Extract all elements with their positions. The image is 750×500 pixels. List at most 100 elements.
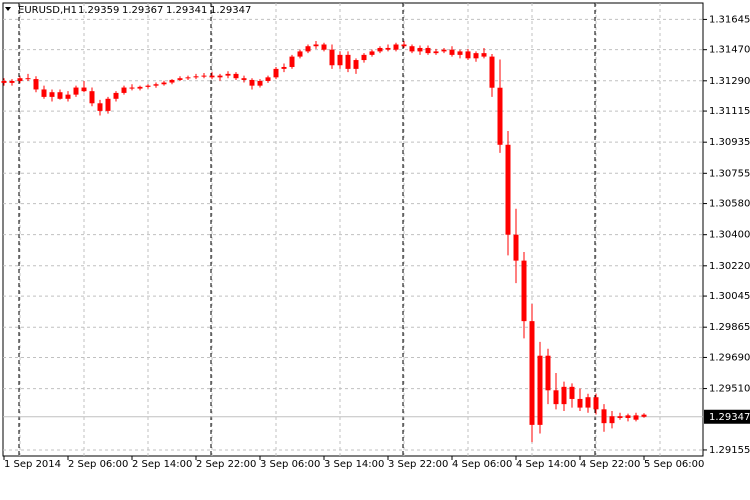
candle-body <box>345 54 351 69</box>
candle-body <box>529 321 535 425</box>
candle-body <box>609 416 615 424</box>
candle-body <box>457 51 463 55</box>
x-tick-label: 2 Sep 06:00 <box>68 459 128 470</box>
candle-body <box>201 75 207 77</box>
menu-triangle[interactable] <box>5 7 11 11</box>
y-tick-label: 1.30935 <box>709 137 750 148</box>
candle-body <box>553 390 559 405</box>
candle-body <box>585 397 591 408</box>
candle-body <box>633 415 639 420</box>
y-tick-label: 1.31115 <box>709 106 750 117</box>
candle-body <box>601 409 607 424</box>
candle-body <box>185 77 191 79</box>
candle-body <box>1 80 7 83</box>
candle-body <box>617 416 623 418</box>
y-tick-label: 1.30045 <box>709 291 750 302</box>
candle-body <box>57 92 63 99</box>
candle-body <box>281 66 287 69</box>
x-tick-label: 5 Sep 06:00 <box>644 459 704 470</box>
candle-body <box>105 98 111 111</box>
candle-body <box>257 80 263 86</box>
candle-body <box>129 87 135 89</box>
candle-body <box>425 47 431 54</box>
x-tick-label: 3 Sep 06:00 <box>260 459 320 470</box>
candle-body <box>233 73 239 79</box>
candle-body <box>401 44 407 47</box>
price-tag <box>704 409 750 424</box>
candle-body <box>193 76 199 78</box>
candle-body <box>641 414 647 417</box>
candle-body <box>121 87 127 93</box>
y-tick-label: 1.30755 <box>709 168 750 179</box>
candle-body <box>473 53 479 59</box>
header-value: 1.29359 <box>78 5 119 16</box>
candle-body <box>249 79 255 86</box>
candle-body <box>161 82 167 85</box>
candle-body <box>433 51 439 54</box>
candle-body <box>9 80 15 83</box>
candle-body <box>89 91 95 104</box>
y-tick-label: 1.31290 <box>709 76 750 87</box>
candle-body <box>385 47 391 50</box>
candle-body <box>593 397 599 410</box>
candle-body <box>353 60 359 69</box>
candle-body <box>537 355 543 425</box>
candle-body <box>305 46 311 52</box>
candle-body <box>377 47 383 52</box>
candle-body <box>513 234 519 261</box>
candle-body <box>321 44 327 50</box>
candle-body <box>241 78 247 80</box>
x-tick-label: 3 Sep 14:00 <box>324 459 384 470</box>
candle-body <box>441 49 447 52</box>
x-tick-label: 4 Sep 06:00 <box>452 459 512 470</box>
candle-body <box>481 53 487 57</box>
plot-frame <box>2 2 704 457</box>
candle-body <box>49 92 55 97</box>
candle-body <box>217 75 223 78</box>
y-tick-label: 1.30220 <box>709 261 750 272</box>
candle-body <box>73 87 79 95</box>
price-tag-label: 1.29347 <box>709 412 750 423</box>
candle-body <box>625 415 631 418</box>
candle-body <box>81 87 87 92</box>
candle-body <box>521 260 527 322</box>
y-tick-label: 1.29865 <box>709 322 750 333</box>
chart-title: EURUSD,H1 <box>18 5 77 16</box>
candle-body <box>33 79 39 90</box>
x-tick-label: 2 Sep 22:00 <box>196 459 256 470</box>
candle-body <box>297 51 303 57</box>
candle-body <box>417 47 423 52</box>
candle-body <box>177 78 183 80</box>
y-tick-label: 1.29510 <box>709 384 750 395</box>
candle-body <box>41 89 47 97</box>
candle-body <box>65 94 71 99</box>
y-tick-label: 1.30400 <box>709 230 750 241</box>
header-value: 1.29367 <box>122 5 163 16</box>
candle-body <box>153 84 159 86</box>
x-tick-label: 1 Sep 2014 <box>4 459 61 470</box>
candle-body <box>393 44 399 50</box>
candle-body <box>577 398 583 408</box>
y-tick-label: 1.29155 <box>709 445 750 456</box>
candle-body <box>497 87 503 145</box>
candle-body <box>113 92 119 99</box>
candle-body <box>97 103 103 111</box>
candle-body <box>449 49 455 55</box>
candle-body <box>489 56 495 88</box>
candle-body <box>25 78 31 80</box>
candle-body <box>17 78 23 81</box>
candle-body <box>265 77 271 81</box>
candle-body <box>169 79 175 83</box>
y-tick-label: 1.30580 <box>709 199 750 210</box>
x-tick-label: 3 Sep 22:00 <box>388 459 448 470</box>
candle-body <box>145 85 151 87</box>
y-tick-label: 1.31645 <box>709 14 750 25</box>
x-tick-label: 4 Sep 14:00 <box>516 459 576 470</box>
header-value: 1.29341 <box>166 5 207 16</box>
candle-body <box>505 144 511 235</box>
candle-body <box>409 46 415 52</box>
candle-body <box>289 56 295 67</box>
x-tick-label: 4 Sep 22:00 <box>580 459 640 470</box>
